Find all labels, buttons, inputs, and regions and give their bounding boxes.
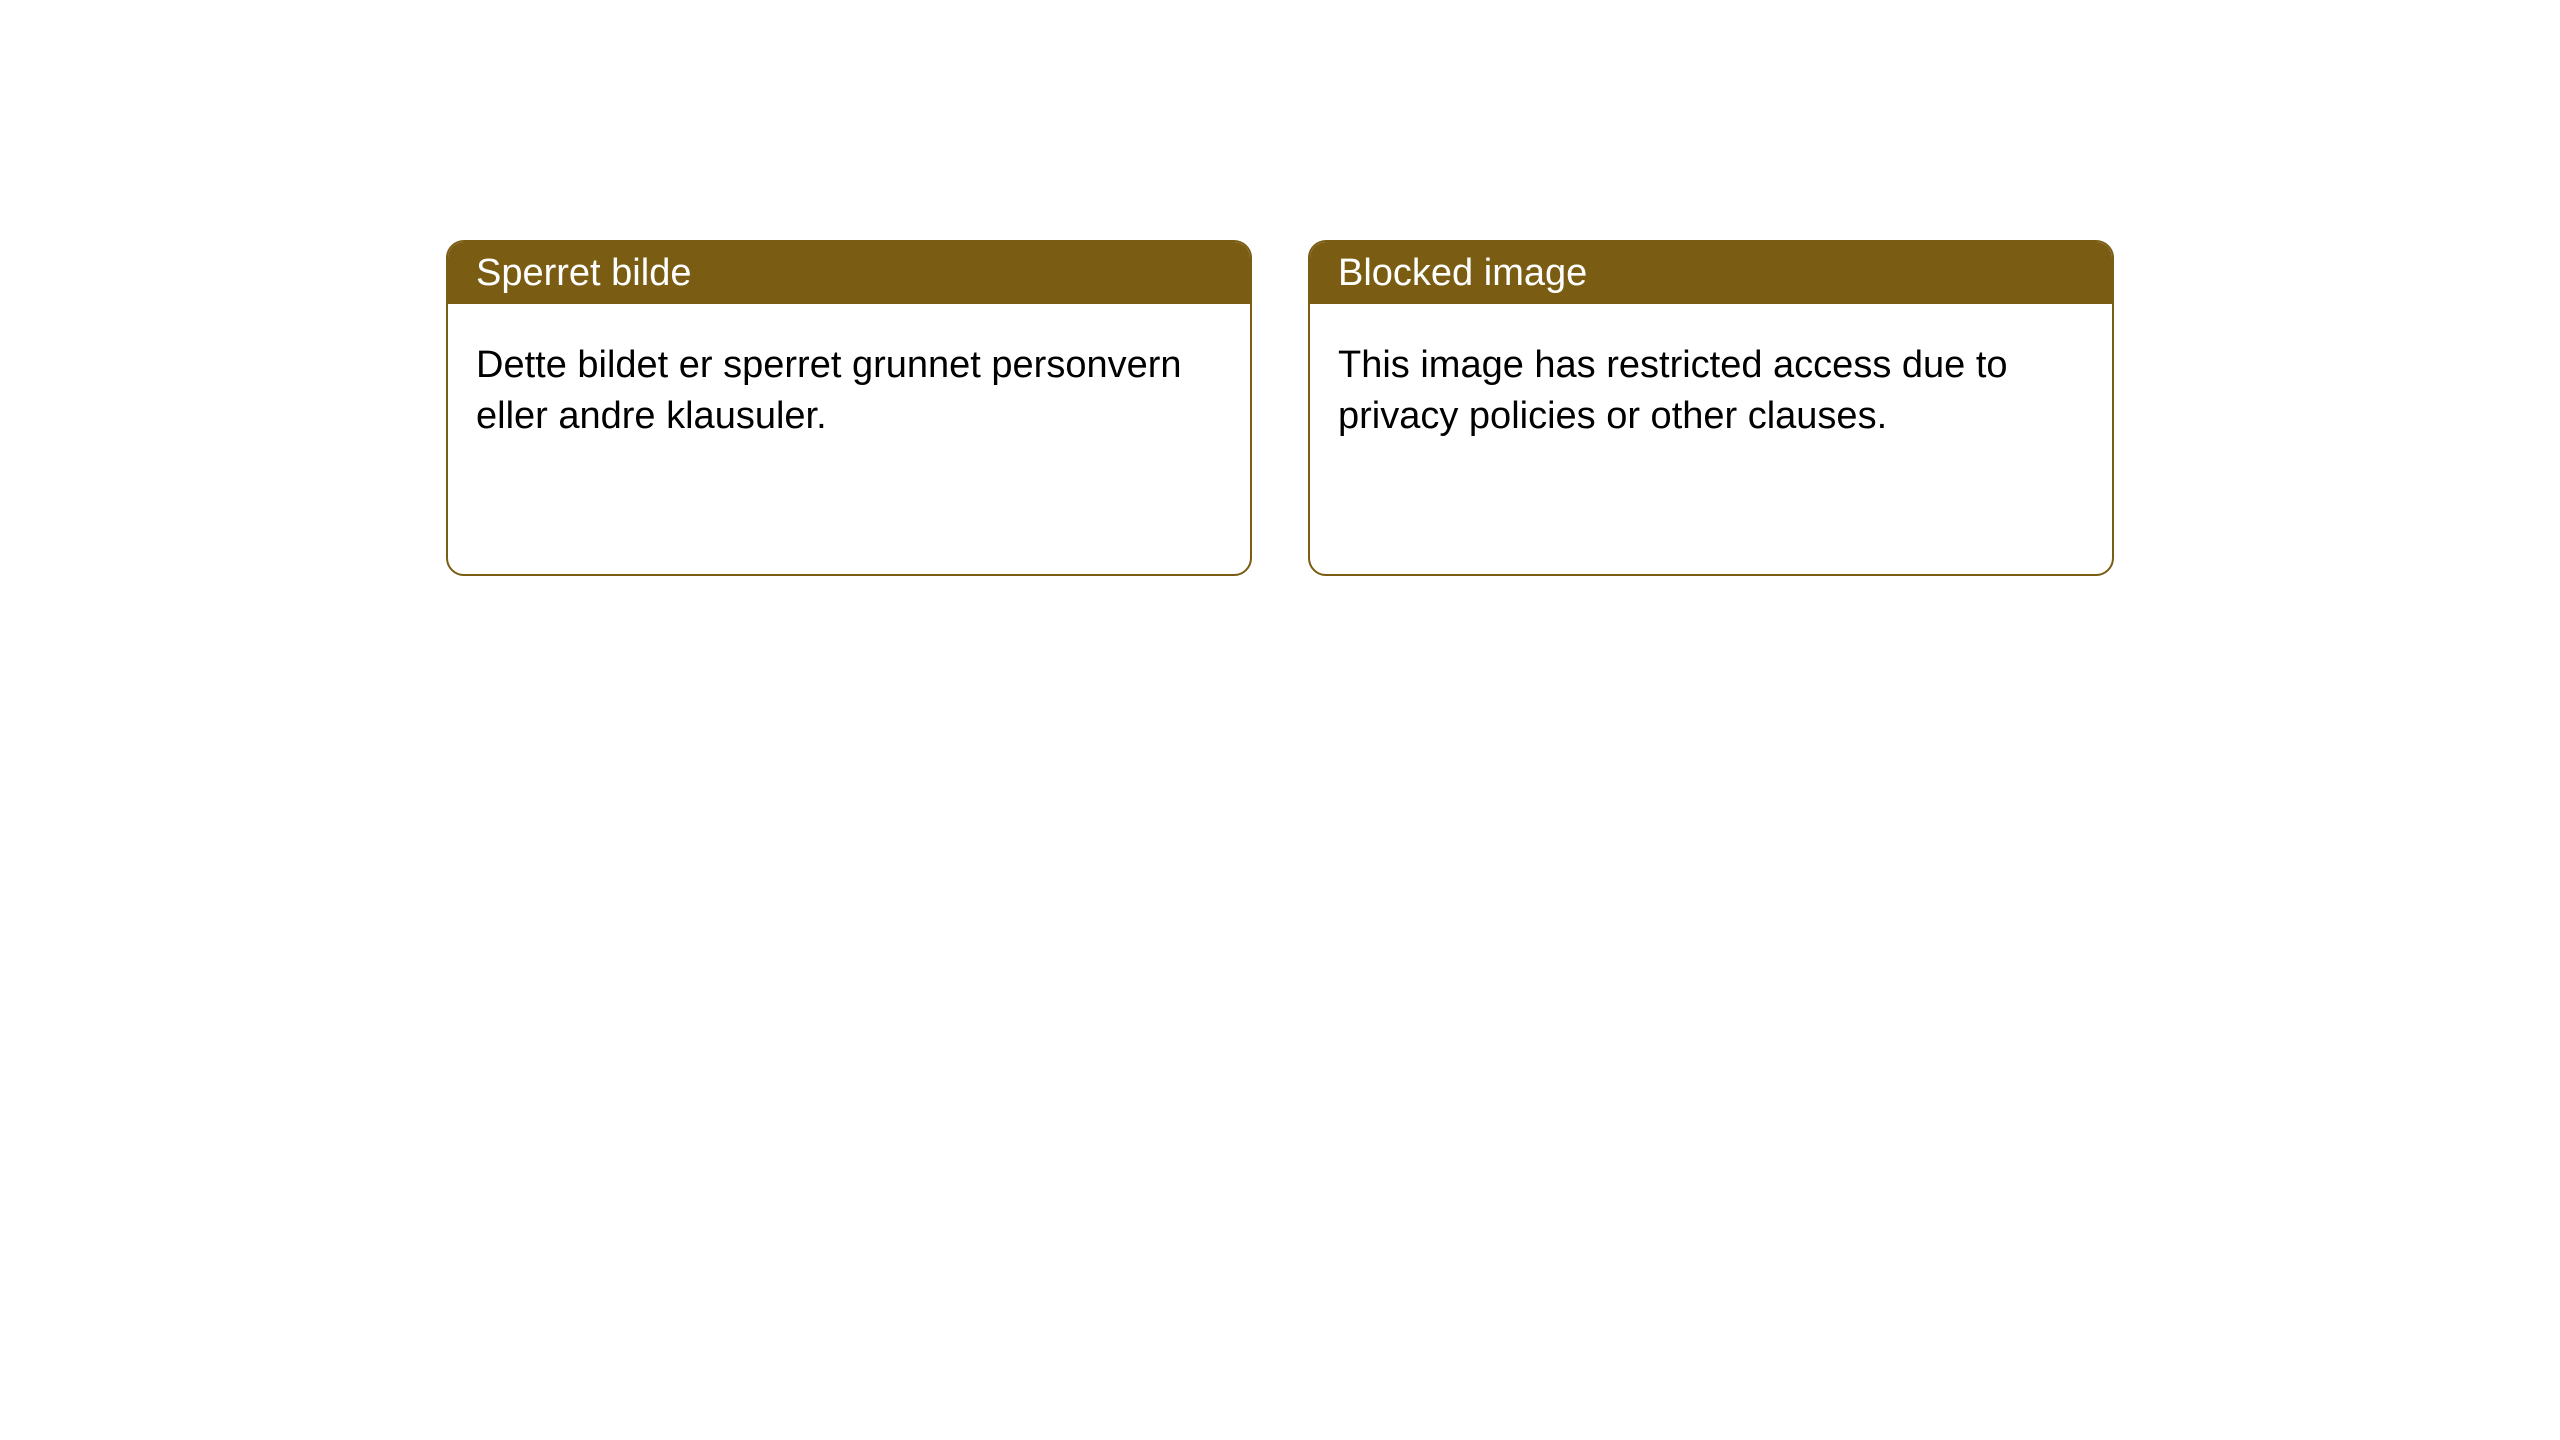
notice-header: Blocked image: [1310, 242, 2112, 304]
notice-header-text: Blocked image: [1338, 252, 1587, 295]
notice-card-norwegian: Sperret bilde Dette bildet er sperret gr…: [446, 240, 1252, 576]
notice-body-text: This image has restricted access due to …: [1338, 344, 2008, 437]
notice-container: Sperret bilde Dette bildet er sperret gr…: [446, 240, 2114, 576]
notice-card-english: Blocked image This image has restricted …: [1308, 240, 2114, 576]
notice-body: Dette bildet er sperret grunnet personve…: [448, 304, 1250, 479]
notice-body: This image has restricted access due to …: [1310, 304, 2112, 479]
notice-header-text: Sperret bilde: [476, 252, 691, 295]
notice-header: Sperret bilde: [448, 242, 1250, 304]
notice-body-text: Dette bildet er sperret grunnet personve…: [476, 344, 1182, 437]
